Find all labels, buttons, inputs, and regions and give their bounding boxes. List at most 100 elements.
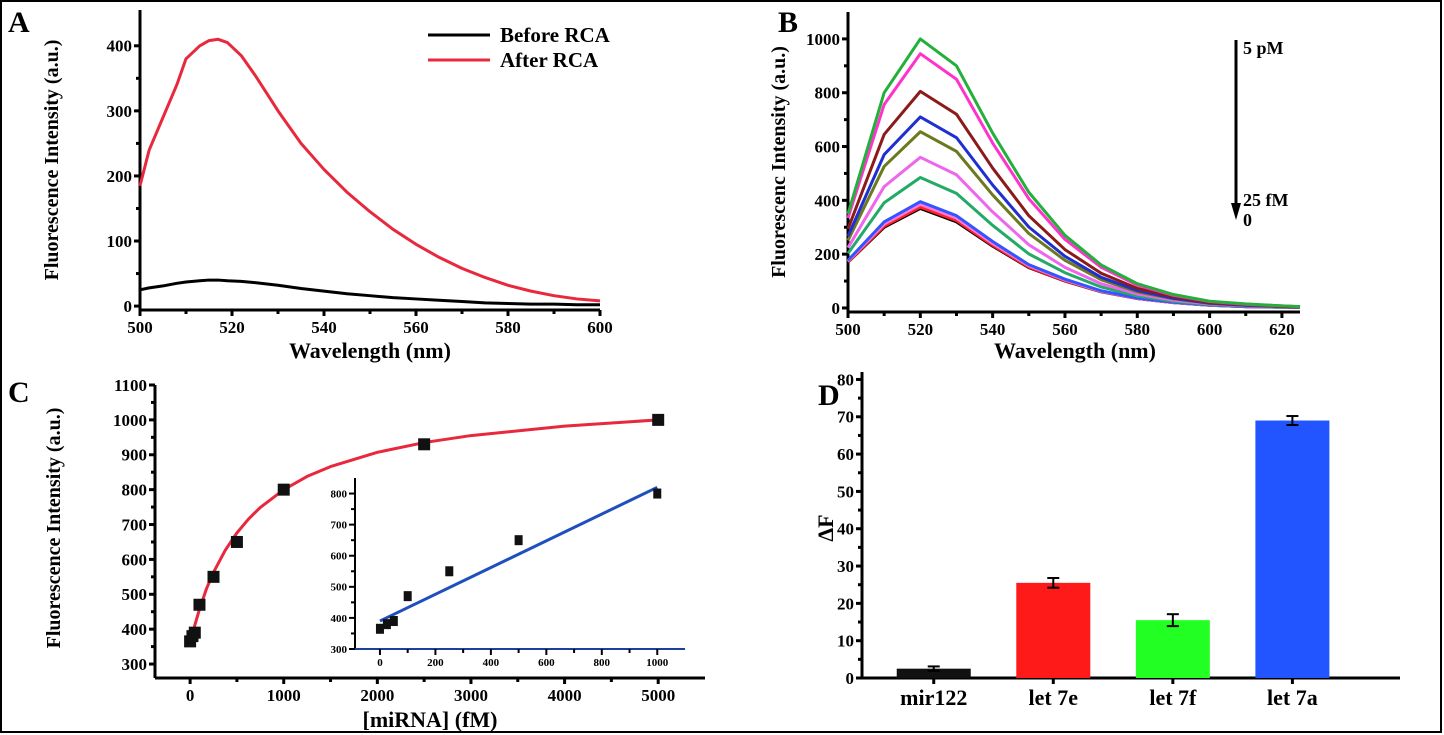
panel-b: 500 520 540 560 580 600 620 0 200 400 600 800 1000: [806, 12, 1301, 339]
c-x-tick-label: 4000: [548, 686, 582, 705]
c-data-point: [193, 598, 206, 611]
a-y-tick-label: 0: [124, 297, 133, 316]
panel-d: 0 10 20 30 40 50 60 70 80 mir122 let 7e let 7f let 7…: [837, 370, 1400, 710]
d-category-label: let 7e: [1029, 685, 1079, 710]
a-y-axis-title: Fluorescence Intensity (a.u.): [41, 40, 63, 281]
b-y-tick-label: 800: [815, 84, 841, 103]
c-inset-x-tick-label: 800: [594, 657, 611, 669]
c-y-tick-label: 1000: [113, 411, 147, 430]
d-y-tick-label: 80: [837, 370, 854, 389]
c-y-tick-label: 800: [122, 481, 148, 500]
c-data-point: [188, 626, 201, 639]
b-x-tick-label: 500: [835, 320, 861, 339]
c-inset-y-tick-label: 700: [331, 519, 348, 531]
a-x-tick-label: 540: [311, 318, 337, 337]
b-y-tick-label: 200: [815, 245, 841, 264]
c-y-tick-label: 600: [122, 550, 148, 569]
c-y-tick-label: 1100: [114, 376, 147, 395]
c-y-tick-label: 300: [122, 655, 148, 674]
a-x-tick-label: 500: [127, 318, 153, 337]
c-inset-x-tick-label: 1000: [646, 657, 669, 669]
legend-label-after-rca: After RCA: [500, 48, 599, 72]
d-category-label: let 7f: [1149, 685, 1197, 710]
c-data-point: [277, 483, 290, 496]
c-data-point: [207, 570, 220, 583]
c-data-point: [418, 438, 431, 451]
c-y-tick-label: 400: [122, 620, 148, 639]
c-inset-y-tick-label: 300: [331, 644, 348, 656]
annotation-25fm: 25 fM: [1243, 190, 1288, 210]
d-y-axis-title: ΔF: [813, 514, 838, 541]
c-inset-data-point: [375, 623, 384, 634]
a-y-tick-label: 300: [107, 102, 133, 121]
d-category-label: mir122: [900, 685, 967, 710]
c-inset-y-tick-label: 400: [331, 613, 348, 625]
b-x-tick-label: 620: [1269, 320, 1295, 339]
c-y-tick-label: 900: [122, 446, 148, 465]
d-y-tick-label: 10: [837, 632, 854, 651]
a-y-tick-label: 400: [107, 37, 133, 56]
c-inset-y-tick-label: 800: [331, 488, 348, 500]
c-inset-x-tick-label: 200: [427, 657, 444, 669]
panel-letter-a: A: [8, 6, 30, 39]
c-inset-x-tick-label: 600: [538, 657, 555, 669]
b-y-tick-label: 600: [815, 137, 841, 156]
c-x-tick-label: 0: [186, 686, 195, 705]
a-legend: Before RCA After RCA: [428, 23, 611, 72]
a-x-tick-label: 560: [403, 318, 429, 337]
c-x-axis-title: [miRNA] (fM): [363, 707, 498, 732]
c-y-tick-label: 500: [122, 585, 148, 604]
d-y-tick-label: 30: [837, 557, 854, 576]
d-y-tick-label: 70: [837, 408, 854, 427]
legend-label-before-rca: Before RCA: [500, 23, 611, 47]
b-x-tick-label: 580: [1125, 320, 1151, 339]
d-y-tick-label: 20: [837, 594, 854, 613]
b-y-axis-title: Fluorescenc Intensity (a.u.): [768, 46, 790, 278]
d-y-tick-label: 40: [837, 520, 854, 539]
d-bar-mir122: [896, 668, 971, 678]
annotation-5pm: 5 pM: [1243, 38, 1284, 58]
panel-c-inset: 0 200 400 600 800 1000 300 400 500 600 700 800: [331, 478, 685, 669]
c-inset-data-point: [382, 619, 391, 630]
d-y-tick-label: 50: [837, 482, 854, 501]
a-series-line-before-rca: [139, 278, 600, 307]
a-y-tick-label: 200: [107, 167, 133, 186]
c-y-axis-title: Fluorescence Intensity (a.u.): [43, 408, 65, 649]
c-x-tick-label: 1000: [267, 686, 301, 705]
d-y-tick-label: 0: [846, 669, 855, 688]
c-inset-y-tick-label: 500: [331, 582, 348, 594]
b-concentration-arrow: 5 pM 25 fM 0: [1231, 38, 1288, 230]
annotation-zero: 0: [1243, 210, 1252, 230]
panel-letter-d: D: [818, 379, 840, 412]
c-inset-x-tick-label: 0: [377, 657, 383, 669]
b-x-tick-label: 540: [980, 320, 1006, 339]
c-data-point: [230, 535, 243, 548]
c-x-tick-label: 3000: [454, 686, 488, 705]
d-bar-let-7f: [1135, 620, 1210, 678]
panel-a: 500 520 540 560 580 600 0 100 200 300 400: [107, 10, 613, 337]
d-y-tick-label: 60: [837, 445, 854, 464]
d-bar-let-7e: [1016, 582, 1091, 678]
d-category-label: let 7a: [1267, 685, 1318, 710]
a-x-tick-label: 580: [495, 318, 521, 337]
c-x-tick-label: 2000: [360, 686, 394, 705]
arrow-head: [1231, 203, 1241, 220]
b-x-axis-title: Wavelength (nm): [994, 338, 1156, 363]
panel-letter-b: B: [778, 6, 798, 39]
c-inset-fit-line: [379, 485, 658, 623]
a-x-tick-label: 520: [219, 318, 245, 337]
b-x-tick-label: 520: [908, 320, 934, 339]
a-x-tick-label: 600: [587, 318, 613, 337]
c-inset-data-point: [389, 616, 398, 627]
c-inset-data-point: [653, 488, 662, 499]
b-y-tick-label: 1000: [806, 30, 840, 49]
b-y-tick-label: 400: [815, 191, 841, 210]
c-inset-data-point: [514, 535, 523, 546]
panel-c: 0 1000 2000 3000 4000 50003004005006007008009…: [113, 376, 705, 705]
a-series-line-after-rca: [138, 37, 601, 303]
a-x-axis-title: Wavelength (nm): [289, 338, 451, 363]
c-inset-data-point: [403, 591, 412, 602]
c-data-point: [652, 413, 665, 426]
